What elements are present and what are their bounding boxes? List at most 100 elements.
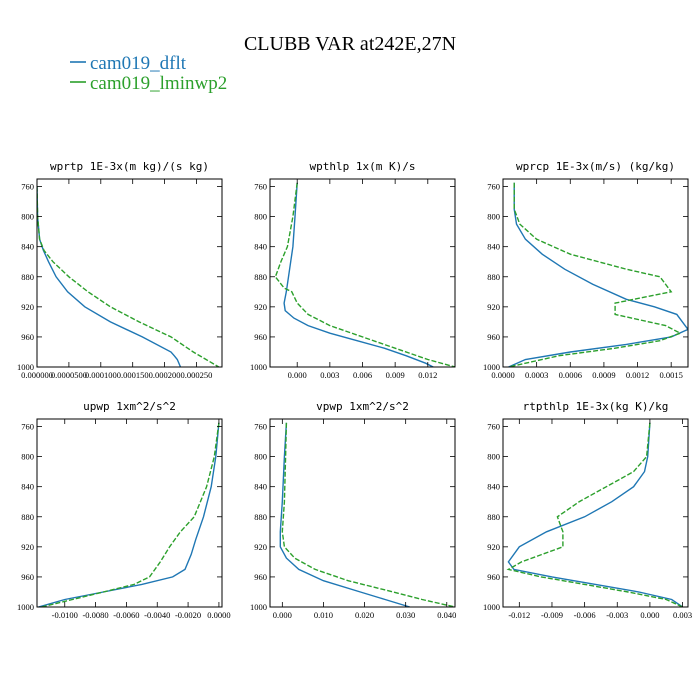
y-tick-label: 880 <box>21 272 34 282</box>
x-tick-label: -0.006 <box>574 610 596 620</box>
x-tick-label: -0.0100 <box>52 610 78 620</box>
series-line-dflt <box>38 422 220 607</box>
y-tick-label: 840 <box>21 242 34 252</box>
x-tick-label: 0.0015 <box>659 370 682 380</box>
x-tick-label: 0.030 <box>396 610 415 620</box>
y-tick-label: 960 <box>487 332 500 342</box>
y-tick-label: 920 <box>254 302 267 312</box>
y-tick-label: 800 <box>487 452 500 462</box>
x-tick-label: -0.003 <box>606 610 628 620</box>
series-line-dflt <box>279 422 411 607</box>
y-tick-label: 800 <box>254 212 267 222</box>
legend: cam019_dflt cam019_lminwp2 <box>70 53 227 94</box>
y-tick-label: 760 <box>487 182 500 192</box>
plot-frame <box>36 178 223 368</box>
x-tick-label: -0.0080 <box>82 610 108 620</box>
y-tick-label: 960 <box>21 332 34 342</box>
y-tick-label: 840 <box>487 242 500 252</box>
x-tick-label: -0.009 <box>541 610 563 620</box>
panel-title: vpwp 1xm^2/s^2 <box>316 400 409 413</box>
series-line-lminwp2 <box>41 422 220 607</box>
x-tick-label: 0.000100 <box>85 370 117 380</box>
y-tick-label: 880 <box>21 512 34 522</box>
plot-frame <box>269 418 456 608</box>
y-tick-label: 880 <box>487 272 500 282</box>
y-tick-label: 1000 <box>17 362 34 372</box>
y-tick-label: 1000 <box>17 602 34 612</box>
panel-title: upwp 1xm^2/s^2 <box>83 400 176 413</box>
y-tick-label: 1000 <box>250 602 267 612</box>
y-tick-label: 880 <box>487 512 500 522</box>
y-tick-label: 800 <box>487 212 500 222</box>
x-tick-label: 0.000 <box>288 370 307 380</box>
y-tick-label: 760 <box>254 182 267 192</box>
x-tick-label: 0.000 <box>273 610 292 620</box>
y-tick-label: 960 <box>21 572 34 582</box>
y-tick-label: 760 <box>487 422 500 432</box>
y-tick-label: 760 <box>254 422 267 432</box>
plot-frame <box>269 178 456 368</box>
plot-frame <box>502 418 689 608</box>
plot-frame <box>36 418 223 608</box>
y-tick-label: 760 <box>21 182 34 192</box>
y-tick-label: 1000 <box>483 602 500 612</box>
x-tick-label: -0.0060 <box>113 610 139 620</box>
y-tick-label: 800 <box>254 452 267 462</box>
x-tick-label: 0.010 <box>314 610 333 620</box>
panel-3: wprcp 1E-3x(m/s) (kg/kg) 760 800 840 880 920 9… <box>483 160 689 380</box>
panel-title: wpthlp 1x(m K)/s <box>310 160 416 173</box>
x-tick-label: -0.0020 <box>175 610 201 620</box>
panel-2: wpthlp 1x(m K)/s 760 800 840 880 920 960 1000 0.… <box>250 160 456 380</box>
y-tick-label: 880 <box>254 512 267 522</box>
y-tick-label: 840 <box>21 482 34 492</box>
series-line-lminwp2 <box>508 182 682 367</box>
series-line-lminwp2 <box>281 422 455 607</box>
x-tick-label: 0.000200 <box>149 370 181 380</box>
panel-title: wprcp 1E-3x(m/s) (kg/kg) <box>516 160 675 173</box>
y-tick-label: 800 <box>21 212 34 222</box>
panel-5: vpwp 1xm^2/s^2 760 800 840 880 920 960 1000 0.00… <box>250 400 456 620</box>
x-tick-label: 0.012 <box>418 370 437 380</box>
panel-6: rtpthlp 1E-3x(kg K)/kg 760 800 840 880 920 960… <box>483 400 692 620</box>
x-tick-label: 0.009 <box>386 370 405 380</box>
y-tick-label: 760 <box>21 422 34 432</box>
y-tick-label: 1000 <box>250 362 267 372</box>
x-tick-label: -0.012 <box>508 610 530 620</box>
x-tick-label: 0.0000 <box>207 610 230 620</box>
panel-title: rtpthlp 1E-3x(kg K)/kg <box>523 400 669 413</box>
y-tick-label: 1000 <box>483 362 500 372</box>
series-line-lminwp2 <box>506 422 683 607</box>
x-tick-label: 0.000150 <box>117 370 149 380</box>
panels: wprtp 1E-3x(m kg)/(s kg) 760 800 840 880 920 9… <box>17 160 692 620</box>
x-tick-label: -0.0040 <box>144 610 170 620</box>
series-line-dflt <box>37 186 182 367</box>
x-tick-label: 0.040 <box>437 610 456 620</box>
y-tick-label: 920 <box>487 542 500 552</box>
x-tick-label: 0.0012 <box>626 370 649 380</box>
legend-label-dflt: cam019_dflt <box>90 53 187 74</box>
x-tick-label: 0.000250 <box>181 370 213 380</box>
x-tick-label: 0.020 <box>355 610 374 620</box>
series-line-dflt <box>283 182 434 367</box>
panel-1: wprtp 1E-3x(m kg)/(s kg) 760 800 840 880 920 9… <box>17 160 223 380</box>
x-tick-label: 0.006 <box>353 370 372 380</box>
x-tick-label: 0.0009 <box>592 370 615 380</box>
x-tick-label: 0.000000 <box>21 370 53 380</box>
figure-title: CLUBB VAR at242E,27N <box>244 33 456 55</box>
y-tick-label: 840 <box>254 242 267 252</box>
y-tick-label: 960 <box>254 332 267 342</box>
panel-title: wprtp 1E-3x(m kg)/(s kg) <box>50 160 209 173</box>
panel-4: upwp 1xm^2/s^2 760 800 840 880 920 960 1000 -0.0… <box>17 400 231 620</box>
series-line-lminwp2 <box>274 182 455 367</box>
y-tick-label: 840 <box>487 482 500 492</box>
x-tick-label: 0.0000 <box>491 370 514 380</box>
y-tick-label: 840 <box>254 482 267 492</box>
y-tick-label: 920 <box>487 302 500 312</box>
y-tick-label: 880 <box>254 272 267 282</box>
x-tick-label: 0.0000500 <box>51 370 87 380</box>
y-tick-label: 920 <box>21 542 34 552</box>
x-tick-label: 0.0006 <box>559 370 582 380</box>
y-tick-label: 960 <box>487 572 500 582</box>
y-tick-label: 800 <box>21 452 34 462</box>
